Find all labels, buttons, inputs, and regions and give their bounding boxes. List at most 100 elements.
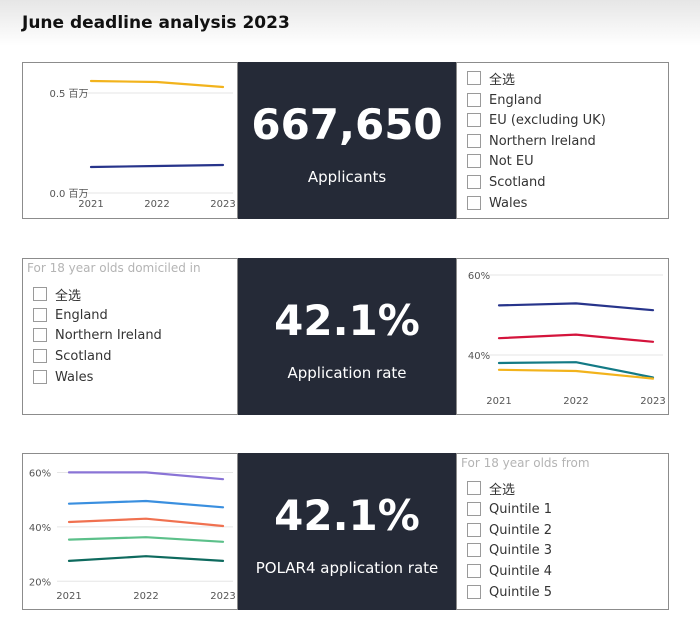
y-tick-label: 20%: [29, 577, 51, 588]
series-line-1[interactable]: [67, 471, 225, 481]
slicer-item-wales[interactable]: Wales: [33, 367, 93, 387]
checkbox-icon[interactable]: [467, 585, 481, 599]
polar4-kpi-card: 42.1% POLAR4 application rate: [238, 453, 456, 610]
applicants-kpi-label: Applicants: [307, 168, 387, 186]
checkbox-icon[interactable]: [467, 134, 481, 148]
slicer-item-label: Quintile 3: [489, 542, 553, 558]
x-tick-label: 2022: [563, 396, 588, 407]
applicants-kpi-card: 667,650 Applicants: [238, 62, 456, 219]
slicer-item-label: England: [489, 92, 542, 108]
x-tick-label: 2022: [133, 591, 158, 602]
checkbox-icon[interactable]: [467, 154, 481, 168]
series-line-4[interactable]: [67, 536, 225, 543]
checkbox-icon[interactable]: [33, 349, 47, 363]
x-tick-label: 2021: [56, 591, 81, 602]
slicer-item-label: Not EU: [489, 153, 534, 169]
x-tick-label: 2021: [486, 396, 511, 407]
y-tick-label: 60%: [29, 468, 51, 479]
slicer-item-quintile-4[interactable]: Quintile 4: [467, 561, 552, 581]
polar4-kpi-label: POLAR4 application rate: [255, 559, 439, 577]
application-rate-row: For 18 year olds domiciled in 全选 England…: [22, 258, 669, 415]
slicer-item-england[interactable]: England: [467, 90, 542, 110]
checkbox-icon[interactable]: [467, 93, 481, 107]
applicants-trend-svg: 0.0 百万 0.5 百万 2021 2022 2023: [49, 79, 236, 210]
page-title: June deadline analysis 2023: [22, 13, 290, 33]
checkbox-icon[interactable]: [467, 502, 481, 516]
slicer-item-quintile-1[interactable]: Quintile 1: [467, 499, 552, 519]
slicer-item-select-all[interactable]: 全选: [33, 284, 81, 304]
slicer-item-select-all[interactable]: 全选: [467, 478, 515, 498]
x-tick-label: 2022: [144, 199, 169, 210]
checkbox-icon[interactable]: [33, 328, 47, 342]
slicer-item-label: Quintile 2: [489, 522, 553, 538]
applicants-trend-chart[interactable]: 0.0 百万 0.5 百万 2021 2022 2023: [22, 62, 238, 219]
x-tick-label: 2021: [78, 199, 103, 210]
y-tick-label: 0.5 百万: [49, 88, 88, 100]
series-line-1[interactable]: [89, 79, 225, 89]
slicer-item-label: Quintile 5: [489, 584, 553, 600]
slicer-header: For 18 year olds domiciled in: [27, 261, 201, 275]
slicer-item-label: Scotland: [55, 348, 112, 364]
application-rate-kpi-card: 42.1% Application rate: [238, 258, 456, 415]
series-line-5[interactable]: [67, 555, 225, 563]
slicer-item-northern-ireland[interactable]: Northern Ireland: [33, 325, 162, 345]
series-line-2[interactable]: [497, 333, 655, 343]
checkbox-icon[interactable]: [467, 523, 481, 537]
slicer-item-scotland[interactable]: Scotland: [467, 172, 546, 192]
series-line-3[interactable]: [67, 517, 225, 528]
slicer-item-not-eu[interactable]: Not EU: [467, 151, 534, 171]
checkbox-icon[interactable]: [467, 564, 481, 578]
slicer-item-label: England: [55, 307, 108, 323]
header-bar: [0, 0, 700, 46]
series-line-3[interactable]: [497, 361, 655, 379]
checkbox-icon[interactable]: [467, 481, 481, 495]
checkbox-icon[interactable]: [467, 196, 481, 210]
slicer-item-label: Northern Ireland: [55, 327, 162, 343]
checkbox-icon[interactable]: [467, 71, 481, 85]
x-tick-label: 2023: [210, 199, 235, 210]
slicer-item-label: Quintile 4: [489, 563, 553, 579]
slicer-item-quintile-5[interactable]: Quintile 5: [467, 582, 552, 602]
slicer-item-northern-ireland[interactable]: Northern Ireland: [467, 131, 596, 151]
slicer-item-label: Wales: [55, 369, 94, 385]
slicer-item-scotland[interactable]: Scotland: [33, 346, 112, 366]
polar4-trend-chart[interactable]: 20% 40% 60% 2021 2022 2023: [22, 453, 238, 610]
series-line-2[interactable]: [89, 163, 225, 169]
x-tick-label: 2023: [210, 591, 235, 602]
slicer-item-label: Scotland: [489, 174, 546, 190]
application-rate-trend-svg: 40% 60% 2021 2022 2023: [468, 271, 666, 407]
series-line-4[interactable]: [497, 368, 655, 380]
slicer-item-label: 全选: [55, 288, 82, 304]
application-rate-trend-chart[interactable]: 40% 60% 2021 2022 2023: [456, 258, 669, 415]
series-line-2[interactable]: [67, 499, 225, 509]
polar4-kpi-value: 42.1%: [274, 491, 420, 540]
quintile-slicer: For 18 year olds from 全选 Quintile 1 Quin…: [456, 453, 669, 610]
checkbox-icon[interactable]: [467, 175, 481, 189]
domiciled-slicer: For 18 year olds domiciled in 全选 England…: [22, 258, 238, 415]
x-tick-label: 2023: [640, 396, 665, 407]
application-rate-kpi-label: Application rate: [287, 364, 407, 382]
series-line-1[interactable]: [497, 302, 655, 312]
slicer-item-quintile-2[interactable]: Quintile 2: [467, 520, 552, 540]
application-rate-kpi-value: 42.1%: [274, 296, 420, 345]
slicer-item-label: 全选: [489, 72, 516, 88]
checkbox-icon[interactable]: [467, 113, 481, 127]
slicer-item-select-all[interactable]: 全选: [467, 68, 515, 88]
polar4-row: 20% 40% 60% 2021 2022 2023 42.1% POLAR4 appli…: [22, 453, 669, 610]
applicants-kpi-value: 667,650: [251, 100, 443, 149]
y-tick-label: 40%: [468, 351, 490, 362]
y-tick-label: 0.0 百万: [49, 188, 88, 200]
checkbox-icon[interactable]: [33, 370, 47, 384]
slicer-item-quintile-3[interactable]: Quintile 3: [467, 540, 552, 560]
domicile-slicer: 全选 England EU (excluding UK) Northern Ir…: [456, 62, 669, 219]
y-tick-label: 40%: [29, 523, 51, 534]
slicer-item-wales[interactable]: Wales: [467, 193, 527, 213]
slicer-item-england[interactable]: England: [33, 305, 108, 325]
applicants-row: 0.0 百万 0.5 百万 2021 2022 2023 667,650 Applica…: [22, 62, 669, 219]
checkbox-icon[interactable]: [467, 543, 481, 557]
checkbox-icon[interactable]: [33, 308, 47, 322]
slicer-item-eu-excluding-uk[interactable]: EU (excluding UK): [467, 110, 606, 130]
slicer-item-label: Wales: [489, 195, 528, 211]
checkbox-icon[interactable]: [33, 287, 47, 301]
y-tick-label: 60%: [468, 271, 490, 282]
